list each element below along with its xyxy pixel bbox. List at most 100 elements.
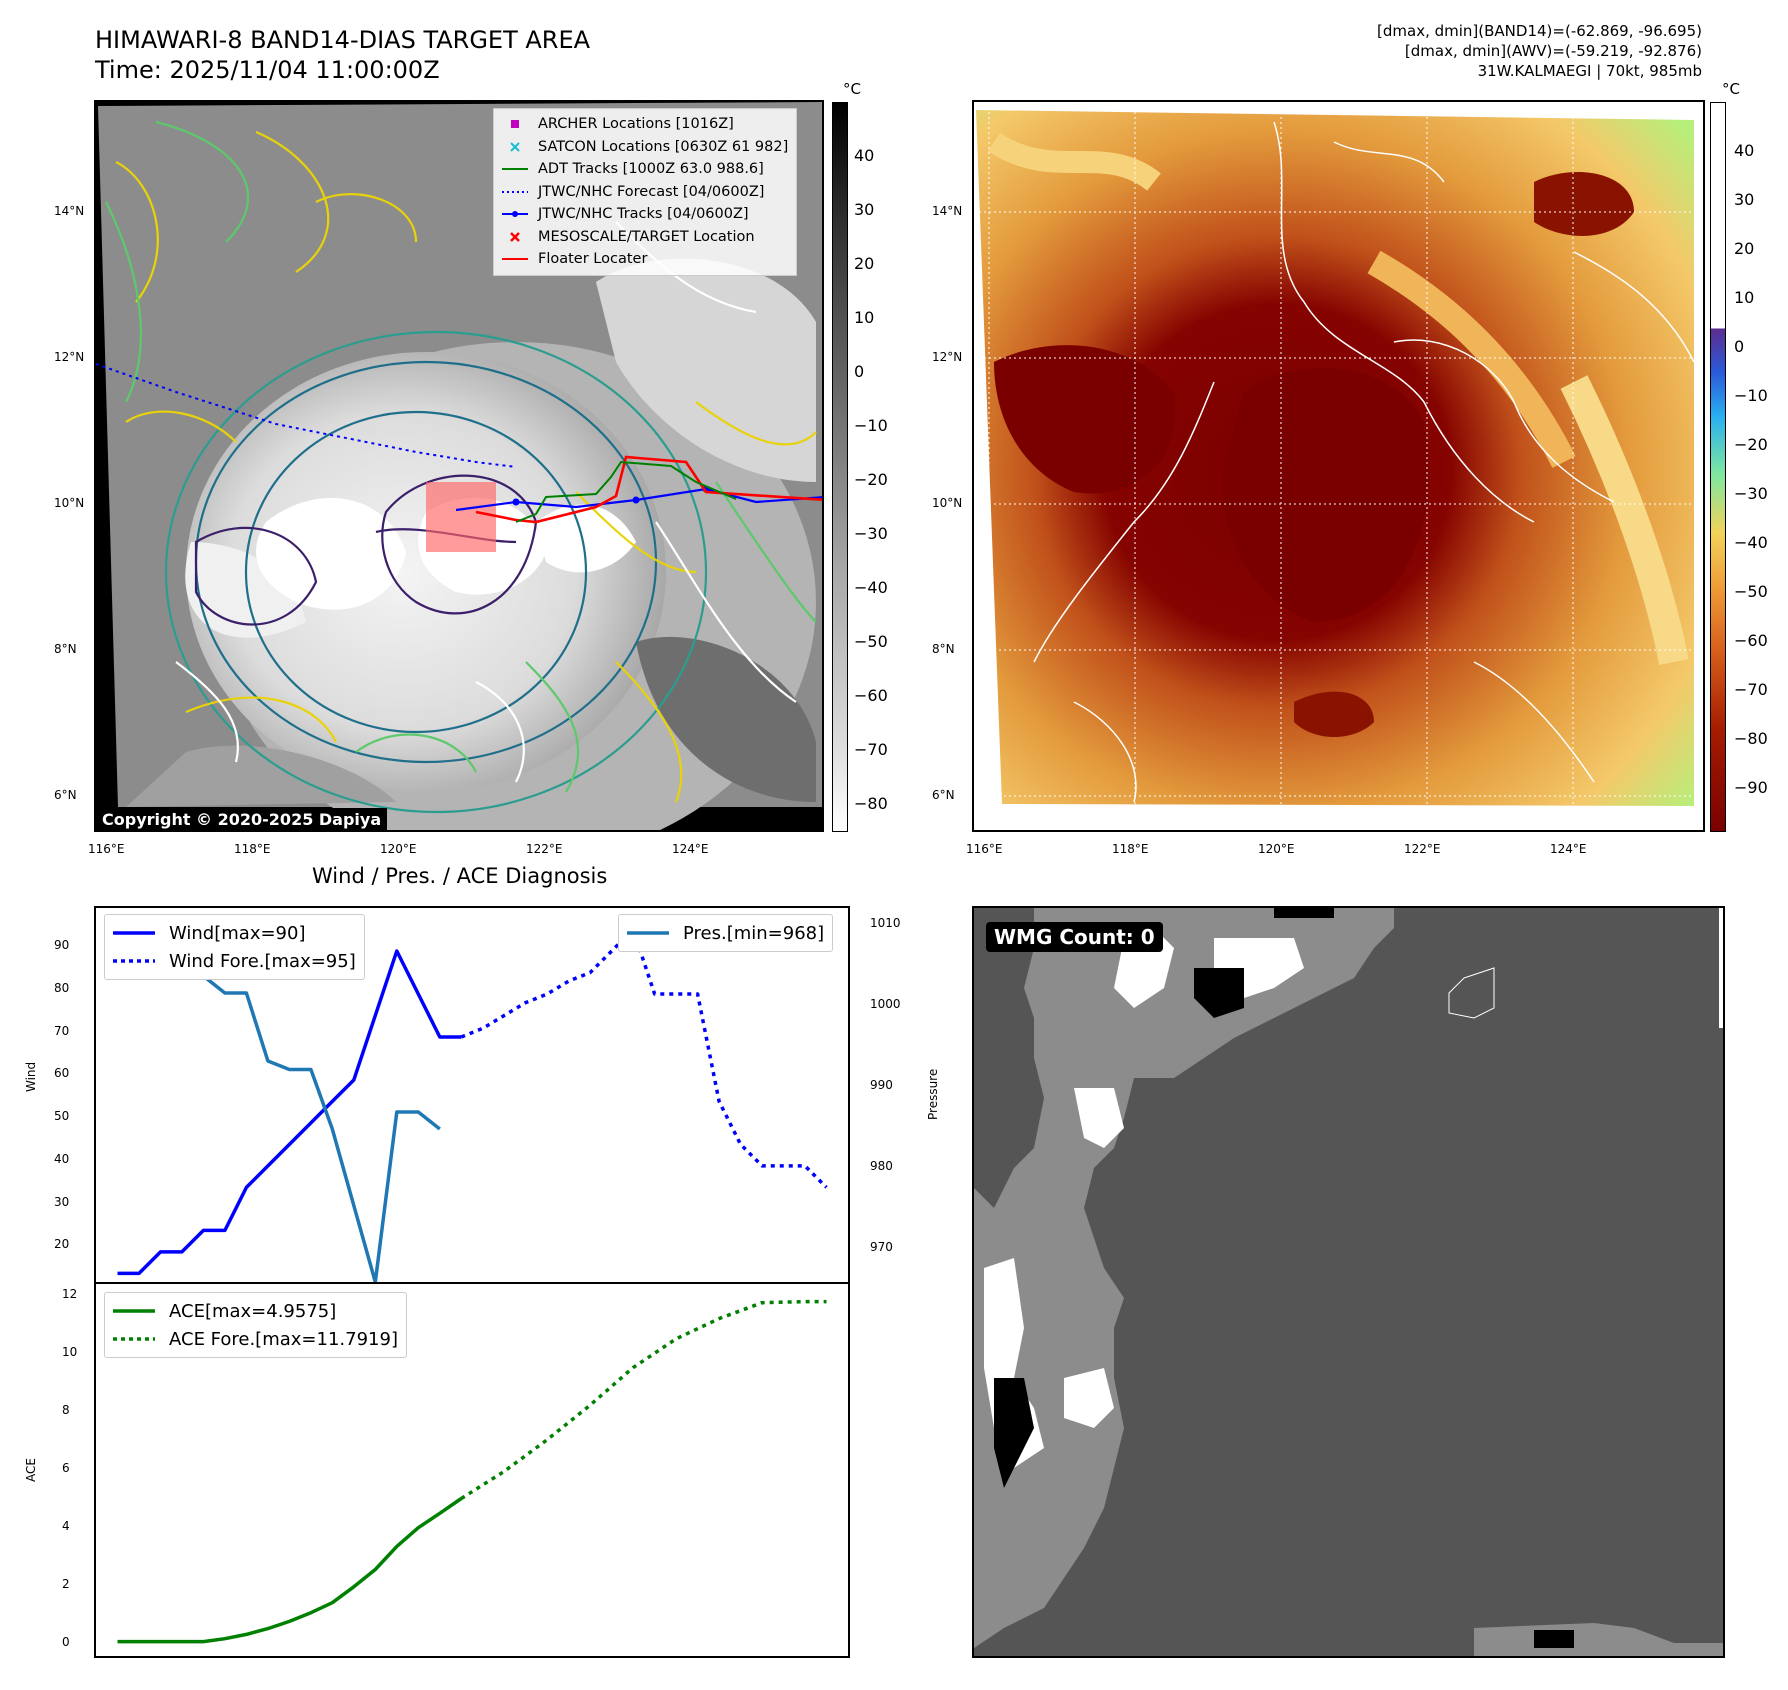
lon-tick: 116°E xyxy=(88,842,125,856)
diagnosis-title: Wind / Pres. / ACE Diagnosis xyxy=(312,864,608,888)
legend-adt: ADT Tracks [1000Z 63.0 988.6] xyxy=(502,158,788,181)
awv-colorbar xyxy=(1710,102,1726,832)
wind-tick: 50 xyxy=(54,1109,70,1123)
wmg-panel: WMG Count: 0 xyxy=(972,906,1725,1658)
legend-mesoscale: MESOSCALE/TARGET Location xyxy=(502,226,788,249)
solid-line-icon xyxy=(113,1309,155,1313)
line-dot-icon xyxy=(502,207,528,221)
colorbar-tick: 40 xyxy=(1734,141,1755,160)
lon-tick: 124°E xyxy=(672,842,709,856)
lat-tick: 10°N xyxy=(932,496,963,510)
lon-tick: 118°E xyxy=(1112,842,1149,856)
colorbar-tick: 10 xyxy=(854,308,875,327)
ace-tick: 0 xyxy=(62,1635,70,1649)
colorbar-tick: −10 xyxy=(854,416,888,435)
pressure-legend: Pres.[min=968] xyxy=(618,914,834,952)
pressure-tick: 980 xyxy=(870,1159,893,1173)
wind-tick: 40 xyxy=(54,1152,70,1166)
legend-satcon: SATCON Locations [0630Z 61 982] xyxy=(502,136,788,159)
colorbar-tick: −20 xyxy=(1734,435,1768,454)
ace-legend: ACE[max=4.9575] ACE Fore.[max=11.7919] xyxy=(104,1292,407,1358)
lon-tick: 120°E xyxy=(1258,842,1295,856)
wind-line-series-0 xyxy=(117,949,462,1276)
line-marker-icon xyxy=(502,252,528,266)
lat-tick: 8°N xyxy=(54,642,77,656)
lon-tick: 116°E xyxy=(966,842,1003,856)
ace-line-series-0 xyxy=(117,1497,463,1644)
pressure-tick: 970 xyxy=(870,1240,893,1254)
colorbar-tick: 20 xyxy=(1734,239,1755,258)
colorbar-tick: −30 xyxy=(1734,484,1768,503)
wind-tick: 70 xyxy=(54,1024,70,1038)
wind-tick: 60 xyxy=(54,1066,70,1080)
colorbar-tick: −80 xyxy=(854,794,888,813)
solid-line-icon xyxy=(113,931,155,935)
lat-tick: 14°N xyxy=(932,204,963,218)
colorbar-tick: −20 xyxy=(854,470,888,489)
legend-pressure: Pres.[min=968] xyxy=(627,919,824,947)
ace-plot xyxy=(117,1299,827,1644)
lat-tick: 12°N xyxy=(932,350,963,364)
colorbar-unit: °C xyxy=(1722,80,1740,98)
colorbar-tick: −60 xyxy=(1734,631,1768,650)
lon-tick: 118°E xyxy=(234,842,271,856)
ir-map-panel: ARCHER Locations [1016Z] SATCON Location… xyxy=(94,100,824,832)
ace-tick: 8 xyxy=(62,1403,70,1417)
colorbar-tick: 0 xyxy=(854,362,865,381)
lat-tick: 8°N xyxy=(932,642,955,656)
map-legend: ARCHER Locations [1016Z] SATCON Location… xyxy=(493,108,798,276)
lon-tick: 122°E xyxy=(526,842,563,856)
colorbar-tick: −50 xyxy=(1734,582,1768,601)
colorbar-unit: °C xyxy=(843,80,861,98)
awv-map-image xyxy=(974,102,1703,830)
legend-wind-forecast: Wind Fore.[max=95] xyxy=(113,947,356,975)
colorbar-tick: 10 xyxy=(1734,288,1755,307)
solid-line-icon xyxy=(627,931,669,935)
ace-tick: 4 xyxy=(62,1519,70,1533)
square-marker-icon xyxy=(502,117,528,131)
awv-map-panel xyxy=(972,100,1705,832)
gray-colorbar xyxy=(832,102,848,832)
legend-wind: Wind[max=90] xyxy=(113,919,356,947)
colorbar-tick: −70 xyxy=(854,740,888,759)
colorbar-tick: −40 xyxy=(1734,533,1768,552)
x-marker-icon xyxy=(502,230,528,244)
figure-time: Time: 2025/11/04 11:00:00Z xyxy=(95,56,440,84)
wind-line-series-1 xyxy=(460,927,828,1189)
ace-tick: 6 xyxy=(62,1461,70,1475)
colorbar-tick: −60 xyxy=(854,686,888,705)
colorbar-tick: 40 xyxy=(854,146,875,165)
legend-jtwc-tracks: JTWC/NHC Tracks [04/0600Z] xyxy=(502,203,788,226)
legend-jtwc-forecast: JTWC/NHC Forecast [04/0600Z] xyxy=(502,181,788,204)
lat-tick: 14°N xyxy=(54,204,85,218)
colorbar-tick: 30 xyxy=(1734,190,1755,209)
awv-range: [dmax, dmin](AWV)=(-59.219, -92.876) xyxy=(1404,42,1702,60)
dotted-line-icon xyxy=(113,1337,155,1341)
dotted-line-icon xyxy=(113,959,155,963)
colorbar-tick: −50 xyxy=(854,632,888,651)
ace-tick: 12 xyxy=(62,1287,78,1301)
wind-tick: 90 xyxy=(54,938,70,952)
ace-line-series-1 xyxy=(460,1299,827,1500)
colorbar-tick: −40 xyxy=(854,578,888,597)
wmg-image xyxy=(974,908,1723,1656)
pressure-tick: 1010 xyxy=(870,916,901,930)
ir-map-image xyxy=(96,102,822,830)
storm-info: 31W.KALMAEGI | 70kt, 985mb xyxy=(1477,62,1702,80)
colorbar-tick: 0 xyxy=(1734,337,1745,356)
wind-tick: 80 xyxy=(54,981,70,995)
wind-tick: 30 xyxy=(54,1195,70,1209)
legend-ace-forecast: ACE Fore.[max=11.7919] xyxy=(113,1325,398,1353)
wind-tick: 20 xyxy=(54,1237,70,1251)
colorbar-tick: −80 xyxy=(1734,729,1768,748)
ace-tick: 10 xyxy=(62,1345,78,1359)
dotted-line-icon xyxy=(502,185,528,199)
lon-tick: 122°E xyxy=(1404,842,1441,856)
ace-axis-label: ACE xyxy=(24,1458,38,1482)
colorbar-tick: −70 xyxy=(1734,680,1768,699)
pressure-tick: 990 xyxy=(870,1078,893,1092)
legend-ace: ACE[max=4.9575] xyxy=(113,1297,398,1325)
pressure-tick: 1000 xyxy=(870,997,901,1011)
lat-tick: 6°N xyxy=(54,788,77,802)
colorbar-tick: 30 xyxy=(854,200,875,219)
